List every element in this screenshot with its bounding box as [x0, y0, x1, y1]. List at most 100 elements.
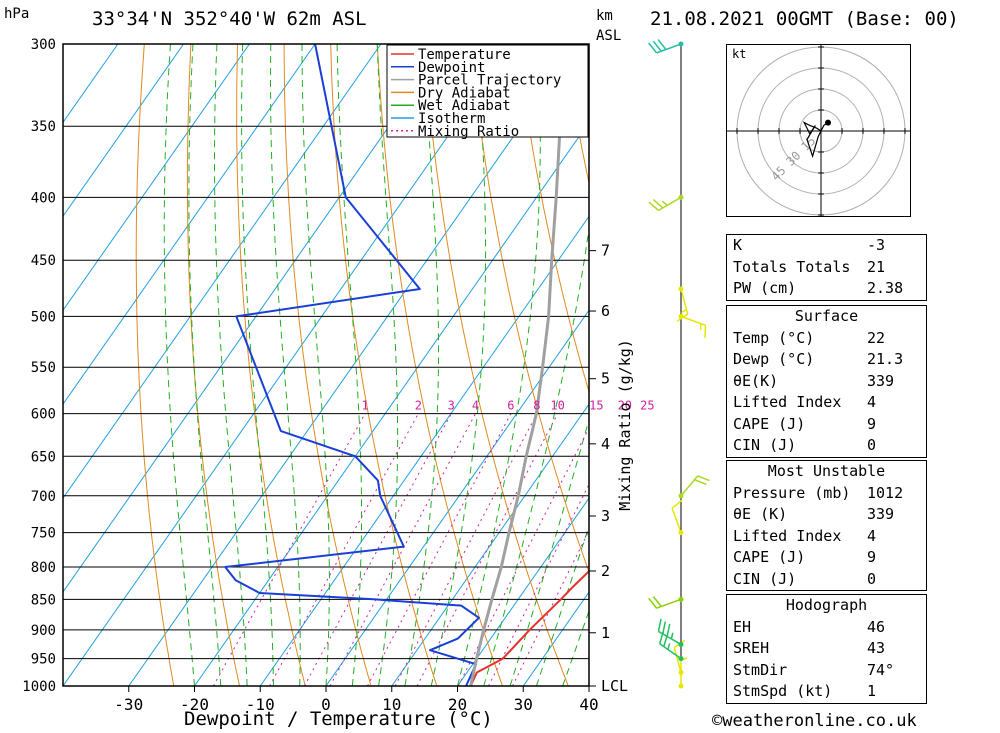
- legend-entry: Temperature: [418, 47, 511, 63]
- index-value: 339: [867, 505, 895, 523]
- km-asl: ASL: [596, 28, 622, 44]
- mixing-ratio-label: 15: [589, 399, 603, 413]
- index-row: StmDir 74°: [727, 660, 926, 682]
- x-tick-label: 20: [448, 695, 467, 714]
- index-label: θE (K): [733, 505, 788, 523]
- legend-entry: Dry Adiabat: [418, 85, 511, 101]
- wind-barb-shaft: [680, 315, 706, 326]
- index-value: 22: [867, 328, 886, 347]
- pressure-tick-label: 400: [31, 190, 56, 206]
- index-value: -3: [867, 236, 886, 254]
- x-tick-label: 0: [321, 695, 331, 714]
- x-tick-label: 40: [579, 695, 598, 714]
- station-location: 33°34'N 352°40'W 62m ASL: [92, 8, 367, 30]
- isotherm-line: [63, 44, 250, 312]
- hodograph-indices-box: Hodograph EH 46 SREH 43 StmDir 74° StmSpd (kt) 1: [726, 594, 927, 704]
- wind-barb-shaft: [671, 507, 682, 533]
- km-unit-label: km ASL: [596, 6, 621, 46]
- wind-barb: [678, 475, 710, 499]
- mixing-ratio-label: 6: [507, 399, 514, 413]
- index-row: StmSpd (kt) 1: [727, 681, 926, 703]
- isotherm-line: [391, 403, 589, 686]
- wind-barb-shaft: [658, 196, 682, 212]
- mixing-ratio-line: [212, 413, 366, 686]
- km-tick-label: 2: [601, 562, 610, 580]
- isotherm-line: [194, 121, 589, 686]
- index-row: CAPE (J) 9: [727, 547, 926, 569]
- wind-barb-halfflag: [670, 632, 674, 640]
- series-dewpoint: [224, 44, 480, 686]
- box-title: Surface: [794, 307, 859, 325]
- mixing-ratio-label: 4: [472, 399, 479, 413]
- wet-adiabat-line: [163, 44, 195, 686]
- pressure-tick-label: 650: [31, 449, 56, 465]
- indices-box: K -3 Totals Totals 21 PW (cm) 2.38: [726, 234, 927, 301]
- isotherm-line: [63, 44, 448, 593]
- wind-barb-flag: [697, 475, 710, 482]
- wind-barb-flag: [657, 618, 662, 632]
- wet-adiabat-line: [430, 44, 487, 686]
- km-unit: km: [596, 8, 613, 24]
- index-row: CIN (J) 0: [727, 569, 926, 591]
- index-row: CIN (J) 0: [727, 435, 926, 457]
- wind-barb-flag: [648, 597, 658, 609]
- mixing-ratio-label: 3: [448, 399, 455, 413]
- index-value: 74°: [867, 660, 895, 679]
- index-label: EH: [733, 617, 752, 636]
- index-value: 1012: [867, 483, 904, 502]
- wet-adiabat-line: [214, 44, 248, 686]
- index-label: θE(K): [733, 371, 779, 390]
- index-label: K: [733, 236, 743, 254]
- wind-barb: [648, 194, 684, 212]
- mixing-ratio-label: 25: [640, 399, 654, 413]
- index-label: StmDir: [733, 660, 788, 679]
- x-tick-label: -30: [114, 695, 143, 714]
- wind-barb-flag: [652, 198, 664, 209]
- pressure-tick-label: 950: [31, 652, 56, 668]
- mixing-ratio-label: 2: [415, 399, 422, 413]
- index-value: 2.38: [867, 279, 904, 297]
- index-label: CAPE (J): [733, 548, 806, 566]
- dry-adiabat-line: [516, 44, 589, 394]
- index-value: 0: [867, 436, 877, 454]
- wet-adiabat-line: [241, 44, 274, 686]
- legend-entry: Dewpoint: [418, 60, 485, 76]
- mixing-ratio-line: [269, 413, 419, 686]
- wind-barb-halfflag: [661, 200, 668, 206]
- index-value: 339: [867, 371, 895, 390]
- series-parcel-trajectory: [469, 44, 567, 686]
- index-value: 4: [867, 393, 877, 411]
- wind-barb-flag: [648, 42, 658, 54]
- wet-adiabat-line: [457, 44, 541, 686]
- index-row: θE(K) 339: [727, 371, 926, 393]
- hodograph-ring-label: 45: [768, 163, 788, 183]
- legend-entry: Wet Adiabat: [418, 98, 511, 114]
- wet-adiabat-line: [336, 44, 362, 686]
- index-row: Temp (°C) 22: [727, 328, 926, 350]
- hodograph-ring-label: 30: [783, 148, 803, 168]
- mixing-ratio-label: 10: [550, 399, 564, 413]
- pressure-tick-label: 800: [31, 560, 56, 576]
- isotherm-line: [259, 215, 589, 686]
- isotherm-line: [325, 309, 589, 686]
- wind-barb-flag: [648, 201, 659, 211]
- km-tick-label: 6: [601, 302, 610, 320]
- most-unstable-box: Most Unstable Pressure (mb) 1012 θE (K) 339 L…: [726, 460, 927, 591]
- mixing-ratio-line: [488, 483, 589, 686]
- wind-barb-flag: [657, 39, 667, 50]
- dry-adiabat-line: [983, 44, 1000, 686]
- index-row: Dewp (°C) 21.3: [727, 349, 926, 371]
- index-label: Lifted Index: [733, 526, 842, 545]
- wind-barb: [676, 286, 689, 322]
- mixing-ratio-label: 1: [361, 399, 368, 413]
- isotherm-line: [457, 497, 589, 686]
- pressure-tick-label: 500: [31, 309, 56, 325]
- dry-adiabat-line: [937, 44, 1000, 686]
- pressure-tick-label: 1000: [22, 679, 56, 695]
- index-row: Lifted Index 4: [727, 392, 926, 414]
- wind-barb-shaft: [656, 43, 682, 54]
- km-tick-label: 3: [601, 507, 610, 525]
- pressure-tick-label: 850: [31, 592, 56, 608]
